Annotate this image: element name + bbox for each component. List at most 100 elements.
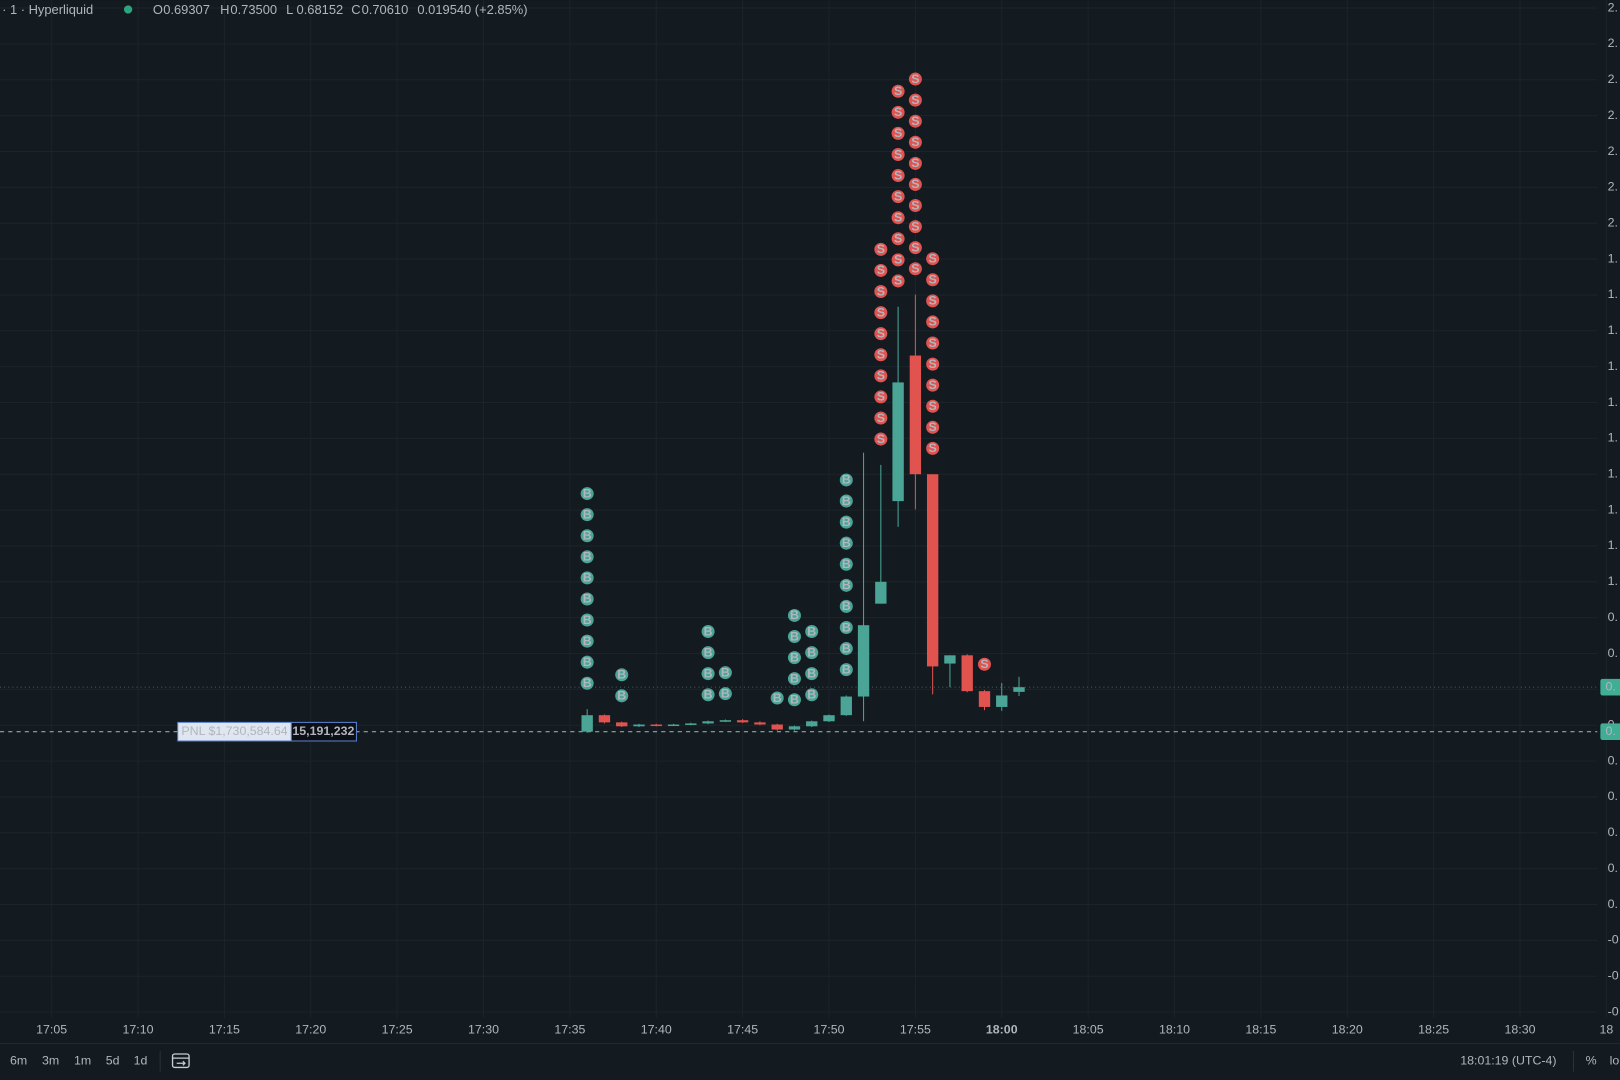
- trade-marker-label: S: [929, 378, 937, 392]
- trade-marker-label: B: [807, 645, 816, 659]
- interval-button[interactable]: 5d: [106, 1053, 120, 1067]
- trade-marker-label: B: [704, 666, 713, 680]
- trade-marker-label: S: [929, 441, 937, 455]
- x-tick-label: 17:25: [382, 1023, 413, 1037]
- trade-marker-label: S: [911, 198, 919, 212]
- trade-marker: [908, 262, 922, 276]
- trade-marker: [908, 241, 922, 255]
- y-tick-label: 1.: [1608, 251, 1618, 265]
- candle-body: [633, 724, 645, 727]
- trade-marker: [908, 177, 922, 191]
- trade-marker: [718, 666, 732, 680]
- trade-marker: [805, 625, 819, 639]
- trade-marker: [787, 608, 801, 622]
- trade-marker-label: S: [929, 294, 937, 308]
- trade-marker-label: S: [894, 126, 902, 140]
- trade-marker: [891, 253, 905, 267]
- x-tick-label: 17:05: [36, 1023, 67, 1037]
- trade-marker-label: B: [842, 557, 851, 571]
- trade-marker-label: S: [877, 348, 885, 362]
- y-tick-label: 2.: [1608, 180, 1618, 194]
- trade-marker: [805, 667, 819, 681]
- candle-body: [978, 691, 991, 707]
- trade-marker-label: S: [980, 657, 988, 671]
- trade-marker: [839, 642, 853, 656]
- trade-marker-label: S: [877, 432, 885, 446]
- x-tick-label: 17:10: [123, 1023, 154, 1037]
- trade-marker-label: B: [842, 578, 851, 592]
- trade-marker-label: S: [894, 232, 902, 246]
- y-tick-label: 1.: [1608, 323, 1618, 337]
- trade-marker-label: B: [842, 515, 851, 529]
- trade-marker-label: S: [911, 93, 919, 107]
- date-range-button[interactable]: [171, 1053, 190, 1069]
- trade-marker-label: B: [790, 608, 799, 622]
- candle-body: [581, 715, 593, 732]
- y-tick-label: 0.: [1608, 861, 1618, 875]
- candle-body: [650, 724, 662, 727]
- clock: 18:01:19 (UTC-4): [1460, 1053, 1556, 1067]
- trade-marker-label: S: [911, 219, 919, 233]
- trade-marker-label: B: [583, 507, 592, 521]
- trade-marker: [908, 114, 922, 128]
- trade-marker: [701, 646, 715, 660]
- candle-body: [909, 355, 922, 475]
- trade-marker-label: B: [807, 688, 816, 702]
- ohlc-value: 0.69307: [163, 2, 210, 17]
- trade-marker-label: B: [583, 571, 592, 585]
- trade-marker-label: S: [894, 105, 902, 119]
- y-tick-label: -0: [1608, 1004, 1619, 1018]
- price-label: 0.: [1606, 724, 1616, 738]
- x-tick-label: 18:30: [1505, 1023, 1536, 1037]
- interval-button[interactable]: 3m: [42, 1053, 59, 1067]
- trade-marker: [580, 487, 594, 501]
- ohlc-label: C: [351, 2, 360, 17]
- x-tick-label: 18:20: [1332, 1023, 1363, 1037]
- ohlc-label: O: [153, 2, 163, 17]
- trade-marker-label: S: [911, 156, 919, 170]
- trade-marker-label: S: [894, 84, 902, 98]
- trade-marker-label: S: [929, 315, 937, 329]
- x-tick-label: 17:50: [814, 1023, 845, 1037]
- trade-marker: [926, 378, 940, 392]
- trade-marker: [874, 348, 888, 362]
- trade-marker: [891, 211, 905, 225]
- x-tick-label: 18:00: [986, 1023, 1018, 1037]
- trade-marker: [874, 327, 888, 341]
- interval-button[interactable]: 1m: [74, 1053, 91, 1067]
- trade-marker: [926, 441, 940, 455]
- log-toggle[interactable]: lo: [1610, 1053, 1620, 1067]
- candle-body: [598, 715, 611, 723]
- candle-body: [857, 625, 870, 697]
- y-tick-label: 1.: [1608, 359, 1618, 373]
- trade-marker: [874, 242, 888, 256]
- trade-marker: [580, 592, 594, 606]
- trade-marker-label: S: [877, 369, 885, 383]
- trade-marker: [891, 190, 905, 204]
- trade-marker: [891, 84, 905, 98]
- candle-body: [702, 721, 714, 724]
- trade-marker-label: B: [704, 624, 713, 638]
- trade-marker-label: B: [790, 693, 799, 707]
- trade-marker-label: B: [842, 620, 851, 634]
- candle-body: [823, 715, 835, 722]
- ohlc-value: 0.73500: [230, 2, 277, 17]
- trade-marker: [580, 634, 594, 648]
- trade-marker-label: B: [704, 688, 713, 702]
- percent-toggle[interactable]: %: [1586, 1053, 1597, 1067]
- x-tick-label: 17:15: [209, 1023, 240, 1037]
- trade-marker-label: B: [583, 676, 592, 690]
- trade-marker: [891, 169, 905, 183]
- interval-button[interactable]: 6m: [10, 1053, 27, 1067]
- trade-marker: [926, 273, 940, 287]
- interval-button[interactable]: 1d: [134, 1053, 148, 1067]
- candle-body: [788, 726, 801, 730]
- trade-marker-label: B: [842, 536, 851, 550]
- y-tick-label: 0.: [1608, 825, 1618, 839]
- trade-marker: [580, 508, 594, 522]
- trade-marker: [839, 663, 853, 677]
- candle-body: [736, 720, 749, 723]
- trade-marker: [701, 688, 715, 702]
- trade-marker-label: B: [617, 668, 626, 682]
